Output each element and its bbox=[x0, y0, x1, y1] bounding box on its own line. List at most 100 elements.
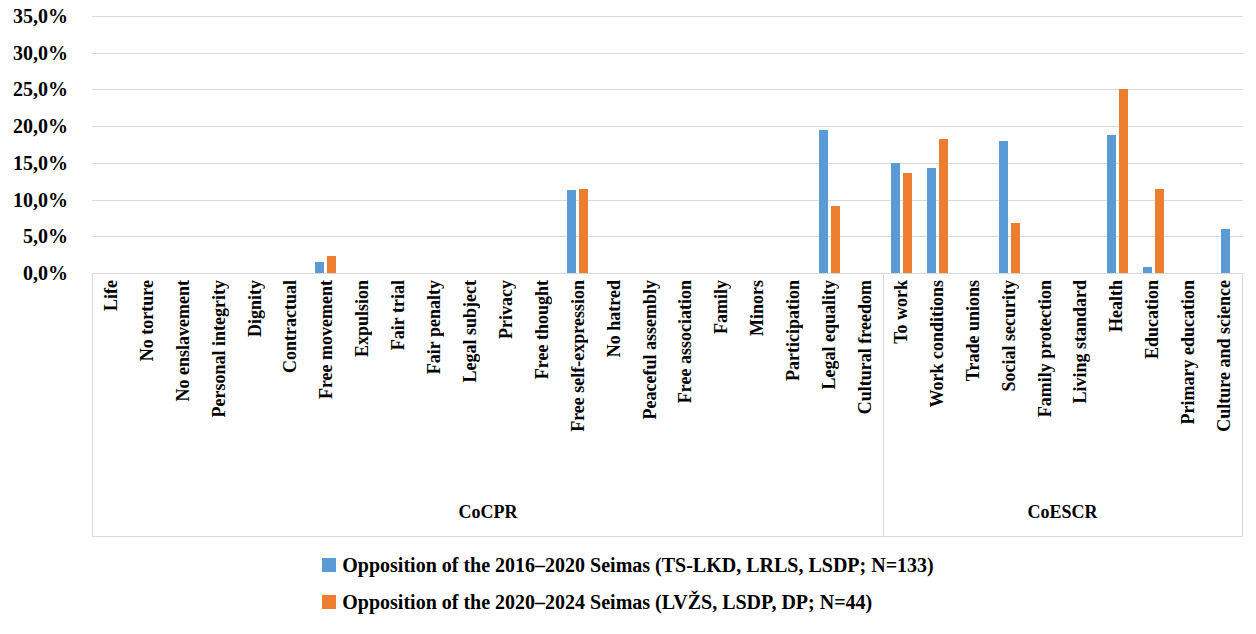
bar bbox=[1011, 223, 1020, 273]
y-axis-tick-label: 35,0% bbox=[13, 6, 68, 26]
group-label-coescr: CoESCR bbox=[883, 489, 1242, 536]
bar bbox=[567, 190, 576, 273]
bar bbox=[819, 130, 828, 273]
bar bbox=[1221, 229, 1230, 273]
category-cell: Contractual bbox=[273, 274, 309, 491]
category-cell: Peaceful assembly bbox=[632, 274, 668, 491]
category-label: Work conditions bbox=[928, 280, 946, 408]
category-cell: Family bbox=[703, 274, 739, 491]
category-label: Free movement bbox=[317, 280, 335, 399]
category-slot bbox=[919, 16, 955, 273]
y-axis-tick-label: 15,0% bbox=[13, 153, 68, 173]
legend-item: Opposition of the 2020–2024 Seimas (LVŽS… bbox=[322, 591, 872, 613]
category-slot bbox=[811, 16, 847, 273]
category-cell: Privacy bbox=[488, 274, 524, 491]
category-label: Peaceful assembly bbox=[641, 280, 659, 419]
legend-swatch bbox=[322, 595, 336, 609]
category-slot bbox=[524, 16, 560, 273]
bar bbox=[315, 262, 324, 273]
category-label: Social security bbox=[1000, 280, 1018, 391]
category-label: Cultural freedom bbox=[856, 280, 874, 414]
category-slot bbox=[703, 16, 739, 273]
category-slot bbox=[847, 16, 883, 273]
category-slot bbox=[632, 16, 668, 273]
y-axis: 35,0%30,0%25,0%20,0%15,0%10,0%5,0%0,0% bbox=[0, 16, 68, 273]
category-label: Privacy bbox=[497, 280, 515, 339]
legend-label: Opposition of the 2020–2024 Seimas (LVŽS… bbox=[342, 591, 872, 613]
category-cell: Trade unions bbox=[955, 274, 991, 491]
category-label-row: LifeNo tortureNo enslavementPersonal int… bbox=[93, 274, 1242, 491]
bar bbox=[831, 206, 840, 273]
bar bbox=[1119, 89, 1128, 273]
category-label: Minors bbox=[748, 280, 766, 336]
category-label: Culture and science bbox=[1215, 280, 1233, 432]
category-label: Participation bbox=[784, 280, 802, 381]
category-label: Trade unions bbox=[964, 280, 982, 381]
y-axis-tick-label: 0,0% bbox=[23, 263, 68, 283]
bar bbox=[999, 141, 1008, 273]
category-label: Legal subject bbox=[461, 280, 479, 383]
category-cell: No enslavement bbox=[165, 274, 201, 491]
bar bbox=[1107, 135, 1116, 273]
category-slot bbox=[164, 16, 200, 273]
category-slot bbox=[236, 16, 272, 273]
category-cell: Living standard bbox=[1062, 274, 1098, 491]
category-slot bbox=[1207, 16, 1243, 273]
category-label: Free self-expression bbox=[569, 280, 587, 432]
category-cell: Legal equality bbox=[811, 274, 847, 491]
category-label: Education bbox=[1143, 280, 1161, 359]
category-slot bbox=[380, 16, 416, 273]
category-label: Primary education bbox=[1179, 280, 1197, 424]
group-label-row: CoCPRCoESCR bbox=[93, 489, 1242, 536]
category-label: Fair penalty bbox=[425, 280, 443, 374]
category-label: No hatred bbox=[605, 280, 623, 357]
category-slot bbox=[488, 16, 524, 273]
bar bbox=[327, 256, 336, 273]
category-slot bbox=[991, 16, 1027, 273]
category-slot bbox=[1027, 16, 1063, 273]
category-cell: Expulsion bbox=[344, 274, 380, 491]
category-label: Fair trial bbox=[389, 280, 407, 350]
category-slot bbox=[775, 16, 811, 273]
category-label: Living standard bbox=[1071, 280, 1089, 404]
category-slot bbox=[1099, 16, 1135, 273]
category-label: To work bbox=[892, 280, 910, 344]
category-slot bbox=[596, 16, 632, 273]
category-slot bbox=[200, 16, 236, 273]
category-label: Free thought bbox=[533, 280, 551, 379]
category-cell: Free self-expression bbox=[560, 274, 596, 491]
category-cell: Fair penalty bbox=[416, 274, 452, 491]
bars-layer bbox=[92, 16, 1243, 273]
category-cell: Participation bbox=[775, 274, 811, 491]
category-label: Legal equality bbox=[820, 280, 838, 390]
category-cell: No hatred bbox=[596, 274, 632, 491]
category-cell: Dignity bbox=[237, 274, 273, 491]
category-cell: Fair trial bbox=[380, 274, 416, 491]
category-slot bbox=[92, 16, 128, 273]
category-cell: Family protection bbox=[1027, 274, 1063, 491]
category-cell: Social security bbox=[991, 274, 1027, 491]
y-axis-tick-label: 5,0% bbox=[23, 226, 68, 246]
category-slot bbox=[416, 16, 452, 273]
category-axis-box: LifeNo tortureNo enslavementPersonal int… bbox=[92, 273, 1243, 537]
bar bbox=[579, 189, 588, 273]
category-slot bbox=[1063, 16, 1099, 273]
category-cell: To work bbox=[883, 274, 919, 491]
category-slot bbox=[308, 16, 344, 273]
category-cell: No torture bbox=[129, 274, 165, 491]
category-cell: Free movement bbox=[308, 274, 344, 491]
legend-item: Opposition of the 2016–2020 Seimas (TS-L… bbox=[322, 554, 933, 576]
category-cell: Work conditions bbox=[919, 274, 955, 491]
category-slot bbox=[1135, 16, 1171, 273]
category-cell: Minors bbox=[739, 274, 775, 491]
category-cell: Free thought bbox=[524, 274, 560, 491]
category-slot bbox=[128, 16, 164, 273]
category-cell: Health bbox=[1098, 274, 1134, 491]
category-slot bbox=[883, 16, 919, 273]
category-slot bbox=[1171, 16, 1207, 273]
category-label: Life bbox=[102, 280, 120, 311]
category-slot bbox=[452, 16, 488, 273]
category-slot bbox=[272, 16, 308, 273]
bar bbox=[939, 139, 948, 273]
category-label: Health bbox=[1107, 280, 1125, 332]
